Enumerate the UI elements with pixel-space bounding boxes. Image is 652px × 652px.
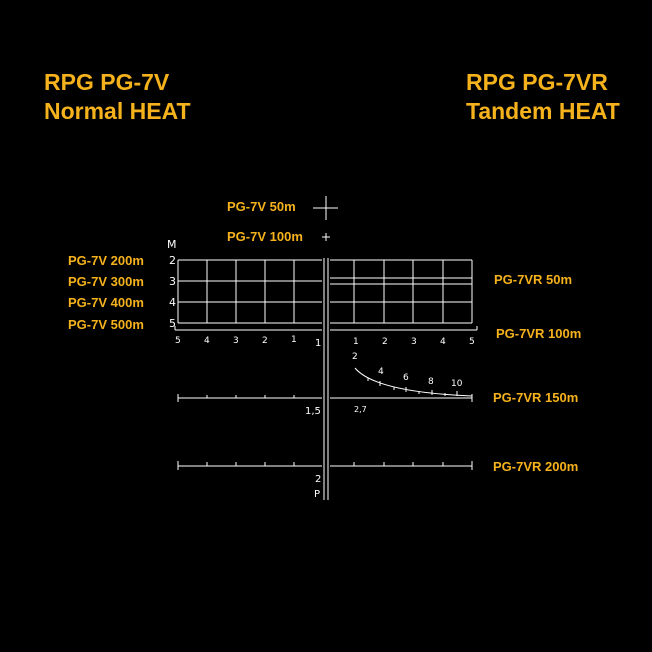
grid-right [330,259,473,324]
left-scale-4: 4 [204,336,210,346]
scale-bracket [174,326,478,331]
title-pg7vr: RPG PG-7VR Tandem HEAT [466,68,620,126]
label-pg7v-400m: PG-7V 400m [68,295,144,310]
left-scale-1: 1 [291,335,297,345]
label-pg7v-300m: PG-7V 300m [68,274,144,289]
label-pg7v-500m: PG-7V 500m [68,317,144,332]
range-mark-5: 5 [169,317,176,330]
title-pg7vr-line1: RPG PG-7VR [466,69,608,95]
center-mark-1-5: 1,5 [305,406,321,417]
curve-mark-10: 10 [451,379,463,389]
curve-mark-6: 6 [403,373,409,383]
right-scale-4: 4 [440,337,446,347]
label-pg7vr-50m: PG-7VR 50m [494,272,573,287]
curve-mark-8: 8 [428,377,434,387]
right-scale-1: 1 [353,337,359,347]
curve-mark-4: 4 [378,367,384,377]
crosshair-100m [322,233,330,241]
label-pg7v-200m: PG-7V 200m [68,253,144,268]
grid-left [177,259,322,324]
curve-mark-2: 2 [352,352,358,362]
center-mark-1: 1 [315,338,321,349]
scale-line-150m [177,394,473,402]
center-mark-2: 2 [315,474,321,485]
bottom-letter: P [314,489,320,500]
label-pg7vr-200m: PG-7VR 200m [493,459,579,474]
label-pg7v-50m: PG-7V 50m [227,199,296,214]
range-mark-3: 3 [169,275,176,288]
title-pg7v-line1: RPG PG-7V [44,69,170,95]
range-curve [354,367,473,397]
range-unit-label: M [167,238,177,251]
scale-line-200m [177,461,473,470]
label-pg7vr-150m: PG-7VR 150m [493,390,579,405]
label-pg7vr-100m: PG-7VR 100m [496,326,582,341]
range-mark-4: 4 [169,296,176,309]
left-scale-5: 5 [175,336,181,346]
range-mark-2: 2 [169,254,176,267]
right-scale-3: 3 [411,337,417,347]
title-pg7v-line2: Normal HEAT [44,98,191,124]
title-pg7vr-line2: Tandem HEAT [466,98,620,124]
left-scale-3: 3 [233,336,239,346]
right-scale-2: 2 [382,337,388,347]
label-pg7v-100m: PG-7V 100m [227,229,303,244]
right-scale-5: 5 [469,337,475,347]
curve-base-label: 2,7 [354,405,367,414]
crosshair-50m [313,196,338,220]
center-post [323,258,329,500]
left-scale-2: 2 [262,336,268,346]
title-pg7v: RPG PG-7V Normal HEAT [44,68,191,126]
